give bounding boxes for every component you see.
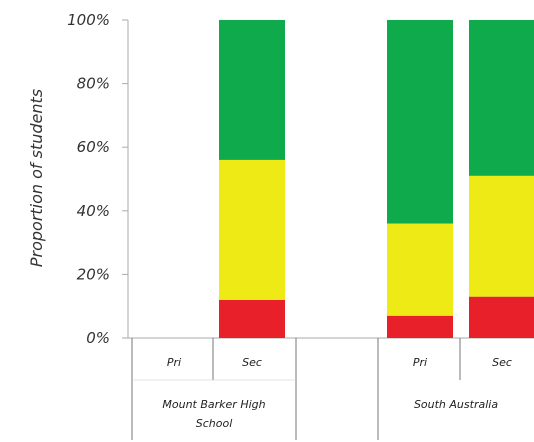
y-ticks: 0% 20% 40% 60% 80% 100% xyxy=(67,11,128,347)
bars xyxy=(219,20,534,338)
y-tick-label: 60% xyxy=(77,138,110,156)
x-axis-categories: Pri Sec Pri Sec Mount Barker High School South… xyxy=(131,338,512,440)
bar-segment-yellow xyxy=(469,175,534,297)
y-tick-label: 40% xyxy=(77,202,110,220)
bar-segment-red xyxy=(387,315,453,338)
x-group-label: School xyxy=(196,417,233,430)
y-tick-label: 20% xyxy=(77,265,110,283)
y-tick-label: 80% xyxy=(77,75,110,93)
bar-segment-green xyxy=(219,20,285,160)
bar-segment-yellow xyxy=(387,223,453,316)
x-category-label: Sec xyxy=(242,356,262,369)
bar-segment-red xyxy=(469,296,534,338)
x-group-label: South Australia xyxy=(414,398,498,411)
x-category-label: Pri xyxy=(167,356,181,369)
y-axis-label: Proportion of students xyxy=(27,89,46,267)
x-category-label: Pri xyxy=(413,356,427,369)
y-tick-label: 0% xyxy=(86,329,110,347)
x-group-label: Mount Barker High xyxy=(162,398,265,411)
bar-segment-red xyxy=(219,299,285,338)
y-tick-label: 100% xyxy=(67,11,110,29)
bar-segment-green xyxy=(469,20,534,176)
bar-segment-yellow xyxy=(219,159,285,300)
x-category-label: Sec xyxy=(492,356,512,369)
bar-segment-green xyxy=(387,20,453,224)
